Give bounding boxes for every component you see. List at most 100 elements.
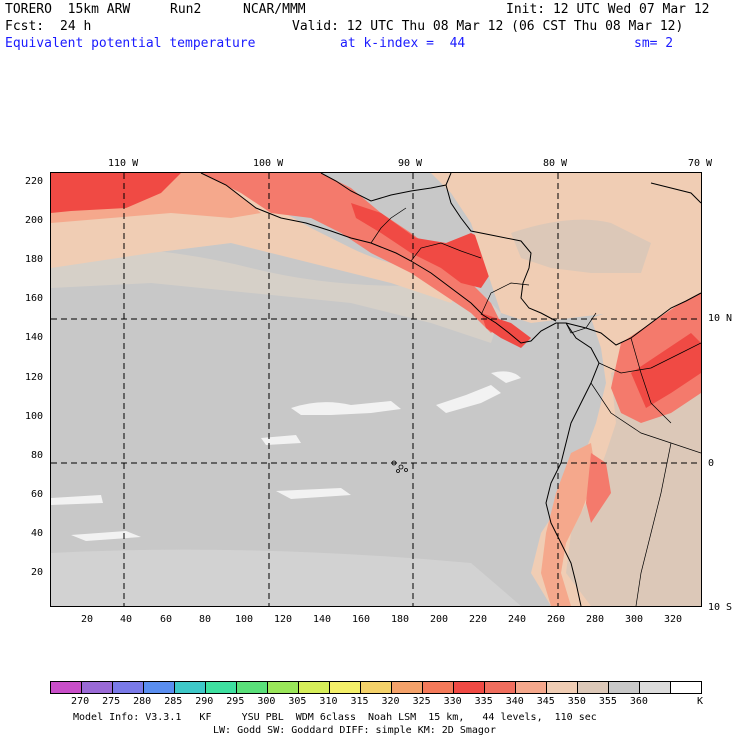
- x-tick-240: 240: [508, 614, 527, 625]
- colorbar-label: 290: [195, 696, 214, 707]
- smooth-label: sm= 2: [634, 36, 674, 51]
- white-patch-7: [491, 371, 521, 383]
- lat-label-0: 0: [708, 458, 715, 469]
- y-tick-220: 220: [25, 176, 44, 187]
- border-guatemala: [370, 207, 407, 244]
- colorbar-label: 340: [505, 696, 524, 707]
- border-nicaragua: [480, 282, 530, 316]
- island-4: [396, 469, 400, 473]
- colorbar-swatch: [547, 682, 578, 693]
- x-tick-260: 260: [547, 614, 566, 625]
- colorbar-label: 345: [536, 696, 555, 707]
- colorbar-label: 355: [598, 696, 617, 707]
- white-patch-4: [276, 488, 351, 499]
- colorbar-swatch: [423, 682, 454, 693]
- y-tick-200: 200: [25, 215, 44, 226]
- y-tick-120: 120: [25, 372, 44, 383]
- colorbar-swatch: [361, 682, 392, 693]
- lat-lon-grid: [51, 173, 701, 606]
- lon-label-80w: 80 W: [543, 158, 568, 169]
- x-tick-200: 200: [430, 614, 449, 625]
- colorbar-label: 360: [629, 696, 648, 707]
- colorbar-swatch: [516, 682, 547, 693]
- physics-info: LW: Godd SW: Goddard DIFF: simple KM: 2D…: [213, 725, 496, 736]
- x-tick-320: 320: [664, 614, 683, 625]
- model-info: Model Info: V3.3.1 KF YSU PBL WDM 6class…: [73, 712, 597, 723]
- colorbar-label: 275: [102, 696, 121, 707]
- colorbar-label: 320: [381, 696, 400, 707]
- border-peru-brazil: [635, 442, 672, 606]
- colorbar-label: 285: [164, 696, 183, 707]
- south-america-pacific-coast: [545, 322, 600, 606]
- country-borders: [370, 207, 701, 606]
- colorbar-swatch: [206, 682, 237, 693]
- colorbar-label: 330: [443, 696, 462, 707]
- caribbean-mauve: [511, 219, 651, 273]
- y-tick-40: 40: [31, 528, 44, 539]
- mexico-gulf-coast: [320, 173, 452, 202]
- lon-label-70w: 70 W: [688, 158, 713, 169]
- colorbar-swatch: [144, 682, 175, 693]
- border-colombia-ecuador: [598, 342, 701, 374]
- x-tick-60: 60: [160, 614, 173, 625]
- lon-label-90w: 90 W: [398, 158, 423, 169]
- x-tick-280: 280: [586, 614, 605, 625]
- equivalent-potential-temperature-map: [51, 173, 701, 606]
- colorbar-label: 310: [319, 696, 338, 707]
- salmon-coast-ecuador: [586, 453, 611, 523]
- y-tick-180: 180: [25, 254, 44, 265]
- coastlines: [200, 173, 701, 606]
- white-patch-6: [51, 495, 103, 505]
- colorbar-swatch: [330, 682, 361, 693]
- map-panel: [50, 172, 702, 607]
- level-label: at k-index = 44: [340, 36, 466, 51]
- hispaniola-coast: [650, 182, 701, 204]
- colorbar-swatch: [392, 682, 423, 693]
- colorbar-label: 335: [474, 696, 493, 707]
- salmon-strip-central-america: [201, 173, 501, 333]
- y-tick-60: 60: [31, 489, 44, 500]
- y-tick-80: 80: [31, 450, 44, 461]
- island-2: [398, 464, 404, 470]
- red-patch-nw: [51, 173, 181, 213]
- fcst-value: 24 h: [60, 19, 92, 34]
- x-tick-300: 300: [625, 614, 644, 625]
- colorbar-label: 315: [350, 696, 369, 707]
- colorbar-unit: K: [697, 696, 704, 707]
- field-name: Equivalent potential temperature: [5, 36, 256, 51]
- x-tick-140: 140: [313, 614, 332, 625]
- colorbar-swatch: [51, 682, 82, 693]
- init-time: Init: 12 UTC Wed 07 Mar 12: [506, 2, 710, 17]
- light-band-north: [51, 247, 501, 343]
- peach-andes-coast: [541, 443, 596, 606]
- y-tick-20: 20: [31, 567, 44, 578]
- colorbar-swatch: [485, 682, 516, 693]
- lat-label-10s: 10 S: [708, 602, 733, 613]
- x-tick-100: 100: [235, 614, 254, 625]
- valid-time: Valid: 12 UTC Thu 08 Mar 12 (06 CST Thu …: [292, 19, 684, 34]
- colorbar-label: 270: [71, 696, 90, 707]
- y-tick-140: 140: [25, 332, 44, 343]
- colorbar-swatch: [609, 682, 640, 693]
- border-panama-colombia: [565, 312, 597, 334]
- lon-label-100w: 100 W: [253, 158, 284, 169]
- colorbar-swatch: [671, 682, 701, 693]
- white-patch-3: [261, 435, 301, 445]
- x-tick-220: 220: [469, 614, 488, 625]
- light-band-south: [51, 549, 521, 606]
- model-title: TORERO 15km ARW: [5, 2, 131, 17]
- colorbar-label: 300: [257, 696, 276, 707]
- colorbar-label: 305: [288, 696, 307, 707]
- colorbar-label: 325: [412, 696, 431, 707]
- org-label: NCAR/MMM: [243, 2, 306, 17]
- colorbar-swatch: [454, 682, 485, 693]
- colorbar-label: 280: [133, 696, 152, 707]
- colorbar-swatch: [578, 682, 609, 693]
- border-colombia-venezuela: [630, 337, 672, 424]
- colorbar-swatch: [113, 682, 144, 693]
- colorbar-swatch: [82, 682, 113, 693]
- red-strip-central-america: [351, 203, 491, 288]
- run-label: Run2: [170, 2, 202, 17]
- colorbar-swatch: [268, 682, 299, 693]
- border-ecuador-peru: [590, 382, 701, 454]
